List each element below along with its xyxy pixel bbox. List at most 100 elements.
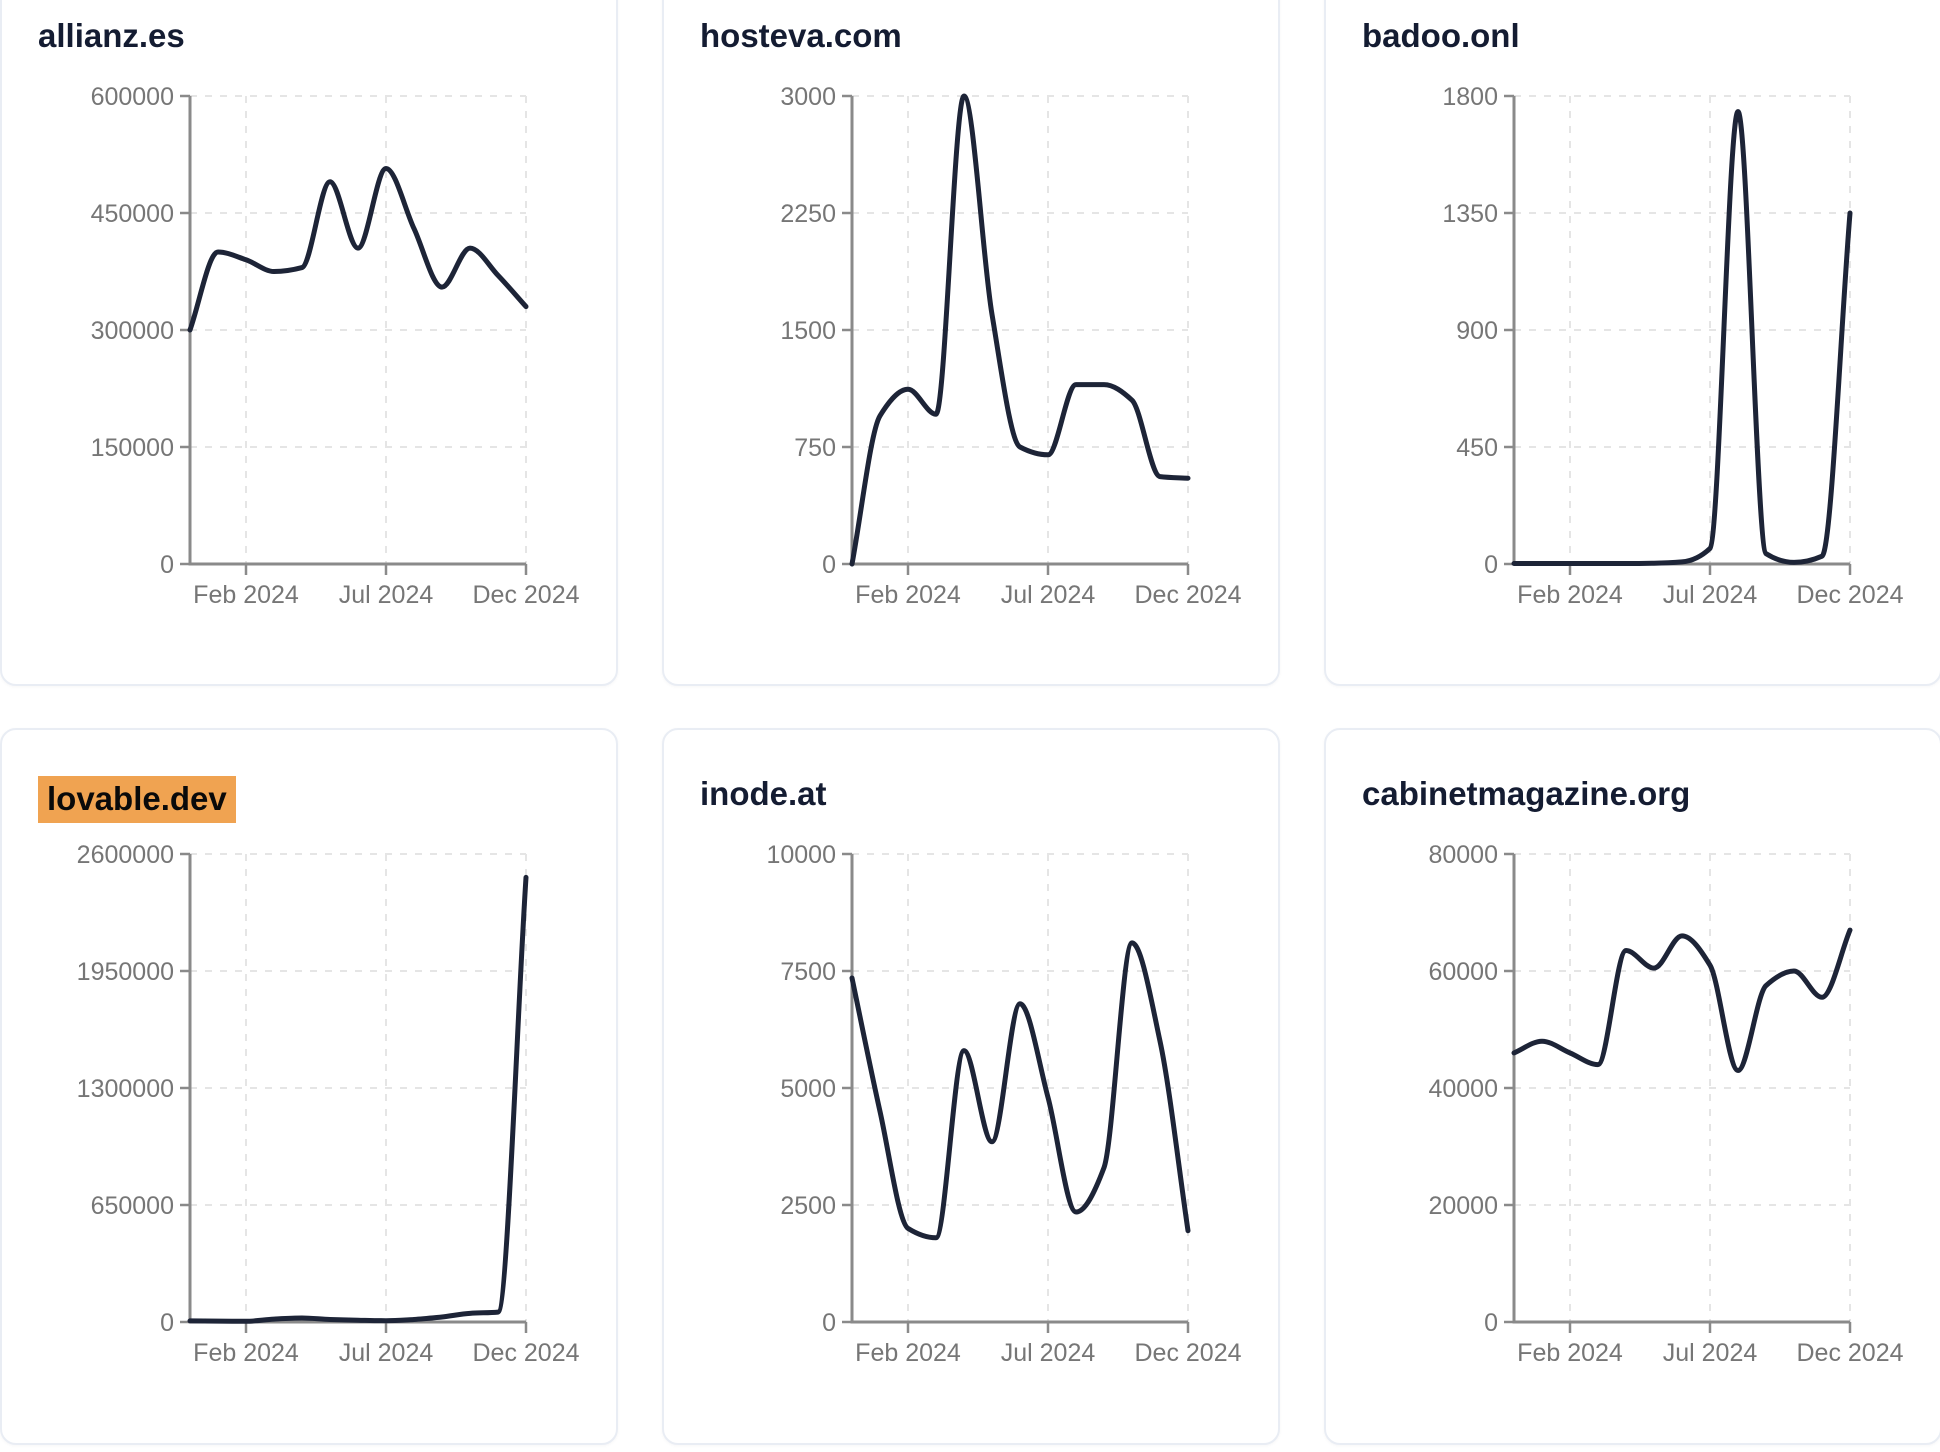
x-axis-labels: Feb 2024 Jul 2024 Dec 2024: [193, 1339, 579, 1367]
domain-chart-card-inode.at: inode.at 0 2500 5000 7500 10000 Feb 2024 Jul 2…: [662, 728, 1280, 1445]
svg-text:Jul 2024: Jul 2024: [339, 1339, 434, 1367]
svg-text:Feb 2024: Feb 2024: [193, 581, 299, 609]
domain-chart-card-cabinetmagazine.org: cabinetmagazine.org 0 20000 40000 60000 8000…: [1324, 728, 1940, 1445]
domain-chart-card-allianz.es: allianz.es 0 150000 300000 450000 600000 Feb …: [0, 0, 618, 686]
trend-line: [187, 874, 529, 1324]
svg-text:Feb 2024: Feb 2024: [855, 581, 961, 609]
svg-text:Dec 2024: Dec 2024: [1796, 581, 1903, 609]
svg-text:0: 0: [822, 551, 836, 579]
traffic-line-chart[interactable]: 0 750 1500 2250 3000 Feb 2024 Jul 2024 Dec 2024: [664, 62, 1282, 622]
traffic-line-chart[interactable]: 0 20000 40000 60000 80000 Feb 2024 Jul 2024 Dec…: [1326, 820, 1940, 1380]
domain-chart-card-badoo.onl: badoo.onl 0 450 900 1350 1800 Feb 2024 Jul 202…: [1324, 0, 1940, 686]
svg-text:Dec 2024: Dec 2024: [1134, 581, 1241, 609]
svg-text:Jul 2024: Jul 2024: [1001, 581, 1096, 609]
svg-text:Jul 2024: Jul 2024: [1663, 1339, 1758, 1367]
axis-ticks: [1504, 852, 1852, 1333]
svg-text:Feb 2024: Feb 2024: [855, 1339, 961, 1367]
x-axis-labels: Feb 2024 Jul 2024 Dec 2024: [1517, 581, 1903, 609]
traffic-line-chart[interactable]: 0 650000 1300000 1950000 2600000 Feb 2024 Jul …: [2, 820, 620, 1380]
svg-text:2250: 2250: [780, 200, 836, 228]
trend-line: [1511, 109, 1853, 566]
axis-ticks: [842, 852, 1190, 1333]
svg-text:1950000: 1950000: [77, 958, 174, 986]
svg-text:0: 0: [160, 551, 174, 579]
domain-title: allianz.es: [38, 17, 185, 55]
svg-text:0: 0: [1484, 551, 1498, 579]
svg-text:80000: 80000: [1428, 841, 1498, 869]
domain-title-text: hosteva.com: [700, 17, 902, 54]
trend-line: [849, 940, 1191, 1241]
axis-ticks: [842, 94, 1190, 575]
svg-text:300000: 300000: [91, 317, 174, 345]
svg-text:2600000: 2600000: [77, 841, 174, 869]
vertical-gridlines: [907, 854, 1189, 1322]
trend-line: [1511, 927, 1853, 1073]
svg-text:650000: 650000: [91, 1192, 174, 1220]
svg-text:900: 900: [1456, 317, 1498, 345]
axis-ticks: [180, 94, 528, 575]
domain-title-text: lovable.dev: [38, 776, 236, 823]
x-axis-labels: Feb 2024 Jul 2024 Dec 2024: [855, 1339, 1241, 1367]
svg-text:750: 750: [794, 434, 836, 462]
trend-line: [849, 93, 1191, 567]
svg-text:40000: 40000: [1428, 1075, 1498, 1103]
domain-title: inode.at: [700, 775, 827, 813]
domain-title-text: cabinetmagazine.org: [1362, 775, 1691, 812]
horizontal-gridlines: [1514, 853, 1850, 1206]
horizontal-gridlines: [1514, 95, 1850, 448]
trend-line: [187, 166, 529, 333]
traffic-line-chart[interactable]: 0 150000 300000 450000 600000 Feb 2024 Jul 202…: [2, 62, 620, 622]
domain-title: lovable.dev: [38, 776, 236, 823]
svg-text:Dec 2024: Dec 2024: [1134, 1339, 1241, 1367]
domain-title-text: allianz.es: [38, 17, 185, 54]
x-axis-labels: Feb 2024 Jul 2024 Dec 2024: [1517, 1339, 1903, 1367]
svg-text:20000: 20000: [1428, 1192, 1498, 1220]
svg-text:0: 0: [160, 1309, 174, 1337]
svg-text:1800: 1800: [1442, 83, 1498, 111]
svg-text:Feb 2024: Feb 2024: [1517, 581, 1623, 609]
svg-text:Feb 2024: Feb 2024: [193, 1339, 299, 1367]
y-axis-labels: 0 450 900 1350 1800: [1442, 83, 1498, 579]
domain-title-text: badoo.onl: [1362, 17, 1520, 54]
svg-text:Dec 2024: Dec 2024: [1796, 1339, 1903, 1367]
svg-text:150000: 150000: [91, 434, 174, 462]
svg-text:5000: 5000: [780, 1075, 836, 1103]
svg-text:450000: 450000: [91, 200, 174, 228]
vertical-gridlines: [1569, 96, 1851, 564]
svg-text:450: 450: [1456, 434, 1498, 462]
y-axis-labels: 0 2500 5000 7500 10000: [766, 841, 836, 1337]
domain-title: hosteva.com: [700, 17, 902, 55]
svg-text:2500: 2500: [780, 1192, 836, 1220]
y-axis-labels: 0 20000 40000 60000 80000: [1428, 841, 1498, 1337]
svg-text:1500: 1500: [780, 317, 836, 345]
vertical-gridlines: [907, 96, 1189, 564]
svg-text:Jul 2024: Jul 2024: [339, 581, 434, 609]
domain-chart-card-lovable.dev: lovable.dev 0 650000 1300000 1950000 2600000…: [0, 728, 618, 1445]
horizontal-gridlines: [190, 95, 526, 448]
svg-text:0: 0: [822, 1309, 836, 1337]
svg-text:Feb 2024: Feb 2024: [1517, 1339, 1623, 1367]
svg-text:Jul 2024: Jul 2024: [1663, 581, 1758, 609]
svg-text:1300000: 1300000: [77, 1075, 174, 1103]
domain-title-text: inode.at: [700, 775, 827, 812]
y-axis-labels: 0 150000 300000 450000 600000: [91, 83, 174, 579]
horizontal-gridlines: [852, 95, 1188, 448]
domain-title: badoo.onl: [1362, 17, 1520, 55]
axis-ticks: [180, 852, 528, 1333]
vertical-gridlines: [245, 96, 527, 564]
y-axis-labels: 0 750 1500 2250 3000: [780, 83, 836, 579]
traffic-line-chart[interactable]: 0 2500 5000 7500 10000 Feb 2024 Jul 2024 Dec 20…: [664, 820, 1282, 1380]
svg-text:60000: 60000: [1428, 958, 1498, 986]
x-axis-labels: Feb 2024 Jul 2024 Dec 2024: [193, 581, 579, 609]
traffic-line-chart[interactable]: 0 450 900 1350 1800 Feb 2024 Jul 2024 Dec 2024: [1326, 62, 1940, 622]
vertical-gridlines: [245, 854, 527, 1322]
svg-text:3000: 3000: [780, 83, 836, 111]
svg-text:Jul 2024: Jul 2024: [1001, 1339, 1096, 1367]
horizontal-gridlines: [852, 853, 1188, 1206]
svg-text:0: 0: [1484, 1309, 1498, 1337]
x-axis-labels: Feb 2024 Jul 2024 Dec 2024: [855, 581, 1241, 609]
y-axis-labels: 0 650000 1300000 1950000 2600000: [77, 841, 174, 1337]
axis-ticks: [1504, 94, 1852, 575]
svg-text:Dec 2024: Dec 2024: [472, 1339, 579, 1367]
